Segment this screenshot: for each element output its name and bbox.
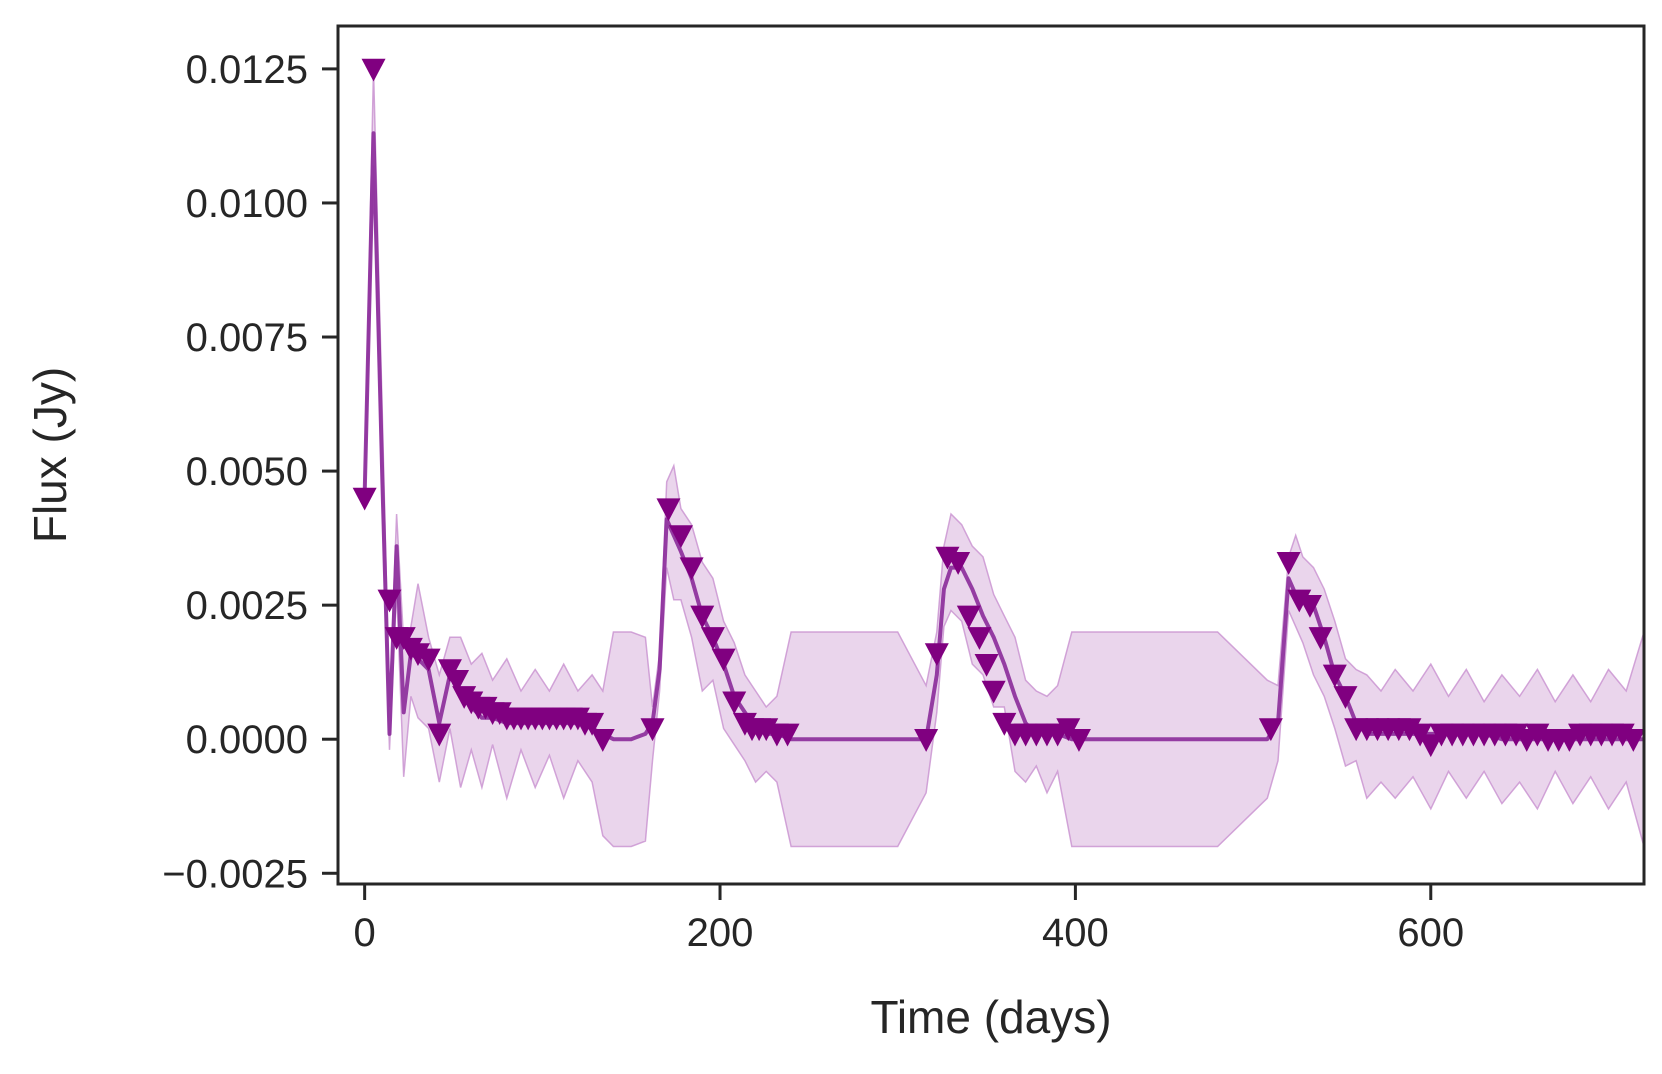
upper-limit-marker (656, 498, 681, 522)
x-tick-label: 0 (354, 911, 376, 955)
upper-limit-marker (722, 691, 747, 715)
marker-layer (352, 58, 1646, 758)
y-tick-label: 0.0125 (186, 48, 308, 92)
upper-limit-marker (1333, 686, 1358, 709)
upper-limit-marker (416, 648, 441, 672)
upper-limit-marker (590, 729, 615, 752)
x-tick-label: 200 (687, 911, 754, 955)
upper-limit-marker (1297, 594, 1322, 618)
upper-limit-marker (1276, 552, 1301, 575)
plot-frame (336, 24, 1646, 886)
upper-limit-marker (775, 723, 800, 747)
upper-limit-marker (700, 627, 725, 650)
upper-limit-marker (668, 525, 693, 549)
upper-limit-marker (445, 670, 470, 693)
upper-limit-marker (1621, 729, 1646, 752)
upper-limit-marker (914, 729, 939, 752)
y-axis: −0.0025 0.0000 0.0025 0.0050 0.0075 0.0100 0.0… (162, 48, 338, 896)
upper-limit-marker (711, 648, 736, 672)
y-tick-label: 0.0100 (186, 182, 308, 226)
upper-limit-marker (1308, 627, 1333, 650)
x-axis: 0 200 400 600 (354, 884, 1464, 955)
upper-limit-marker (640, 718, 665, 742)
upper-limit-marker (967, 627, 992, 650)
upper-limit-marker (690, 605, 715, 629)
upper-limit-marker (974, 653, 999, 677)
upper-limit-marker (956, 605, 981, 629)
upper-limit-marker (924, 643, 949, 667)
y-axis-label: Flux (Jy) (24, 367, 76, 543)
x-tick-label: 400 (1042, 911, 1109, 955)
upper-limit-marker (427, 723, 452, 747)
y-tick-label: 0.0000 (186, 718, 308, 762)
upper-limit-marker (377, 589, 402, 613)
y-tick-label: −0.0025 (162, 852, 308, 896)
upper-limit-marker (361, 58, 386, 82)
x-axis-label: Time (days) (870, 991, 1111, 1043)
upper-limit-marker (1418, 734, 1443, 758)
upper-limit-marker (1322, 664, 1347, 688)
y-tick-label: 0.0025 (186, 584, 308, 628)
x-tick-label: 600 (1397, 911, 1464, 955)
y-tick-label: 0.0075 (186, 316, 308, 360)
upper-limit-marker (580, 712, 605, 736)
upper-limit-marker (679, 557, 704, 581)
upper-limit-marker (1258, 718, 1283, 742)
y-tick-label: 0.0050 (186, 450, 308, 494)
upper-limit-marker (946, 552, 971, 575)
upper-limit-marker (1066, 729, 1091, 752)
upper-limit-marker (981, 680, 1006, 704)
upper-limit-marker (352, 487, 377, 511)
